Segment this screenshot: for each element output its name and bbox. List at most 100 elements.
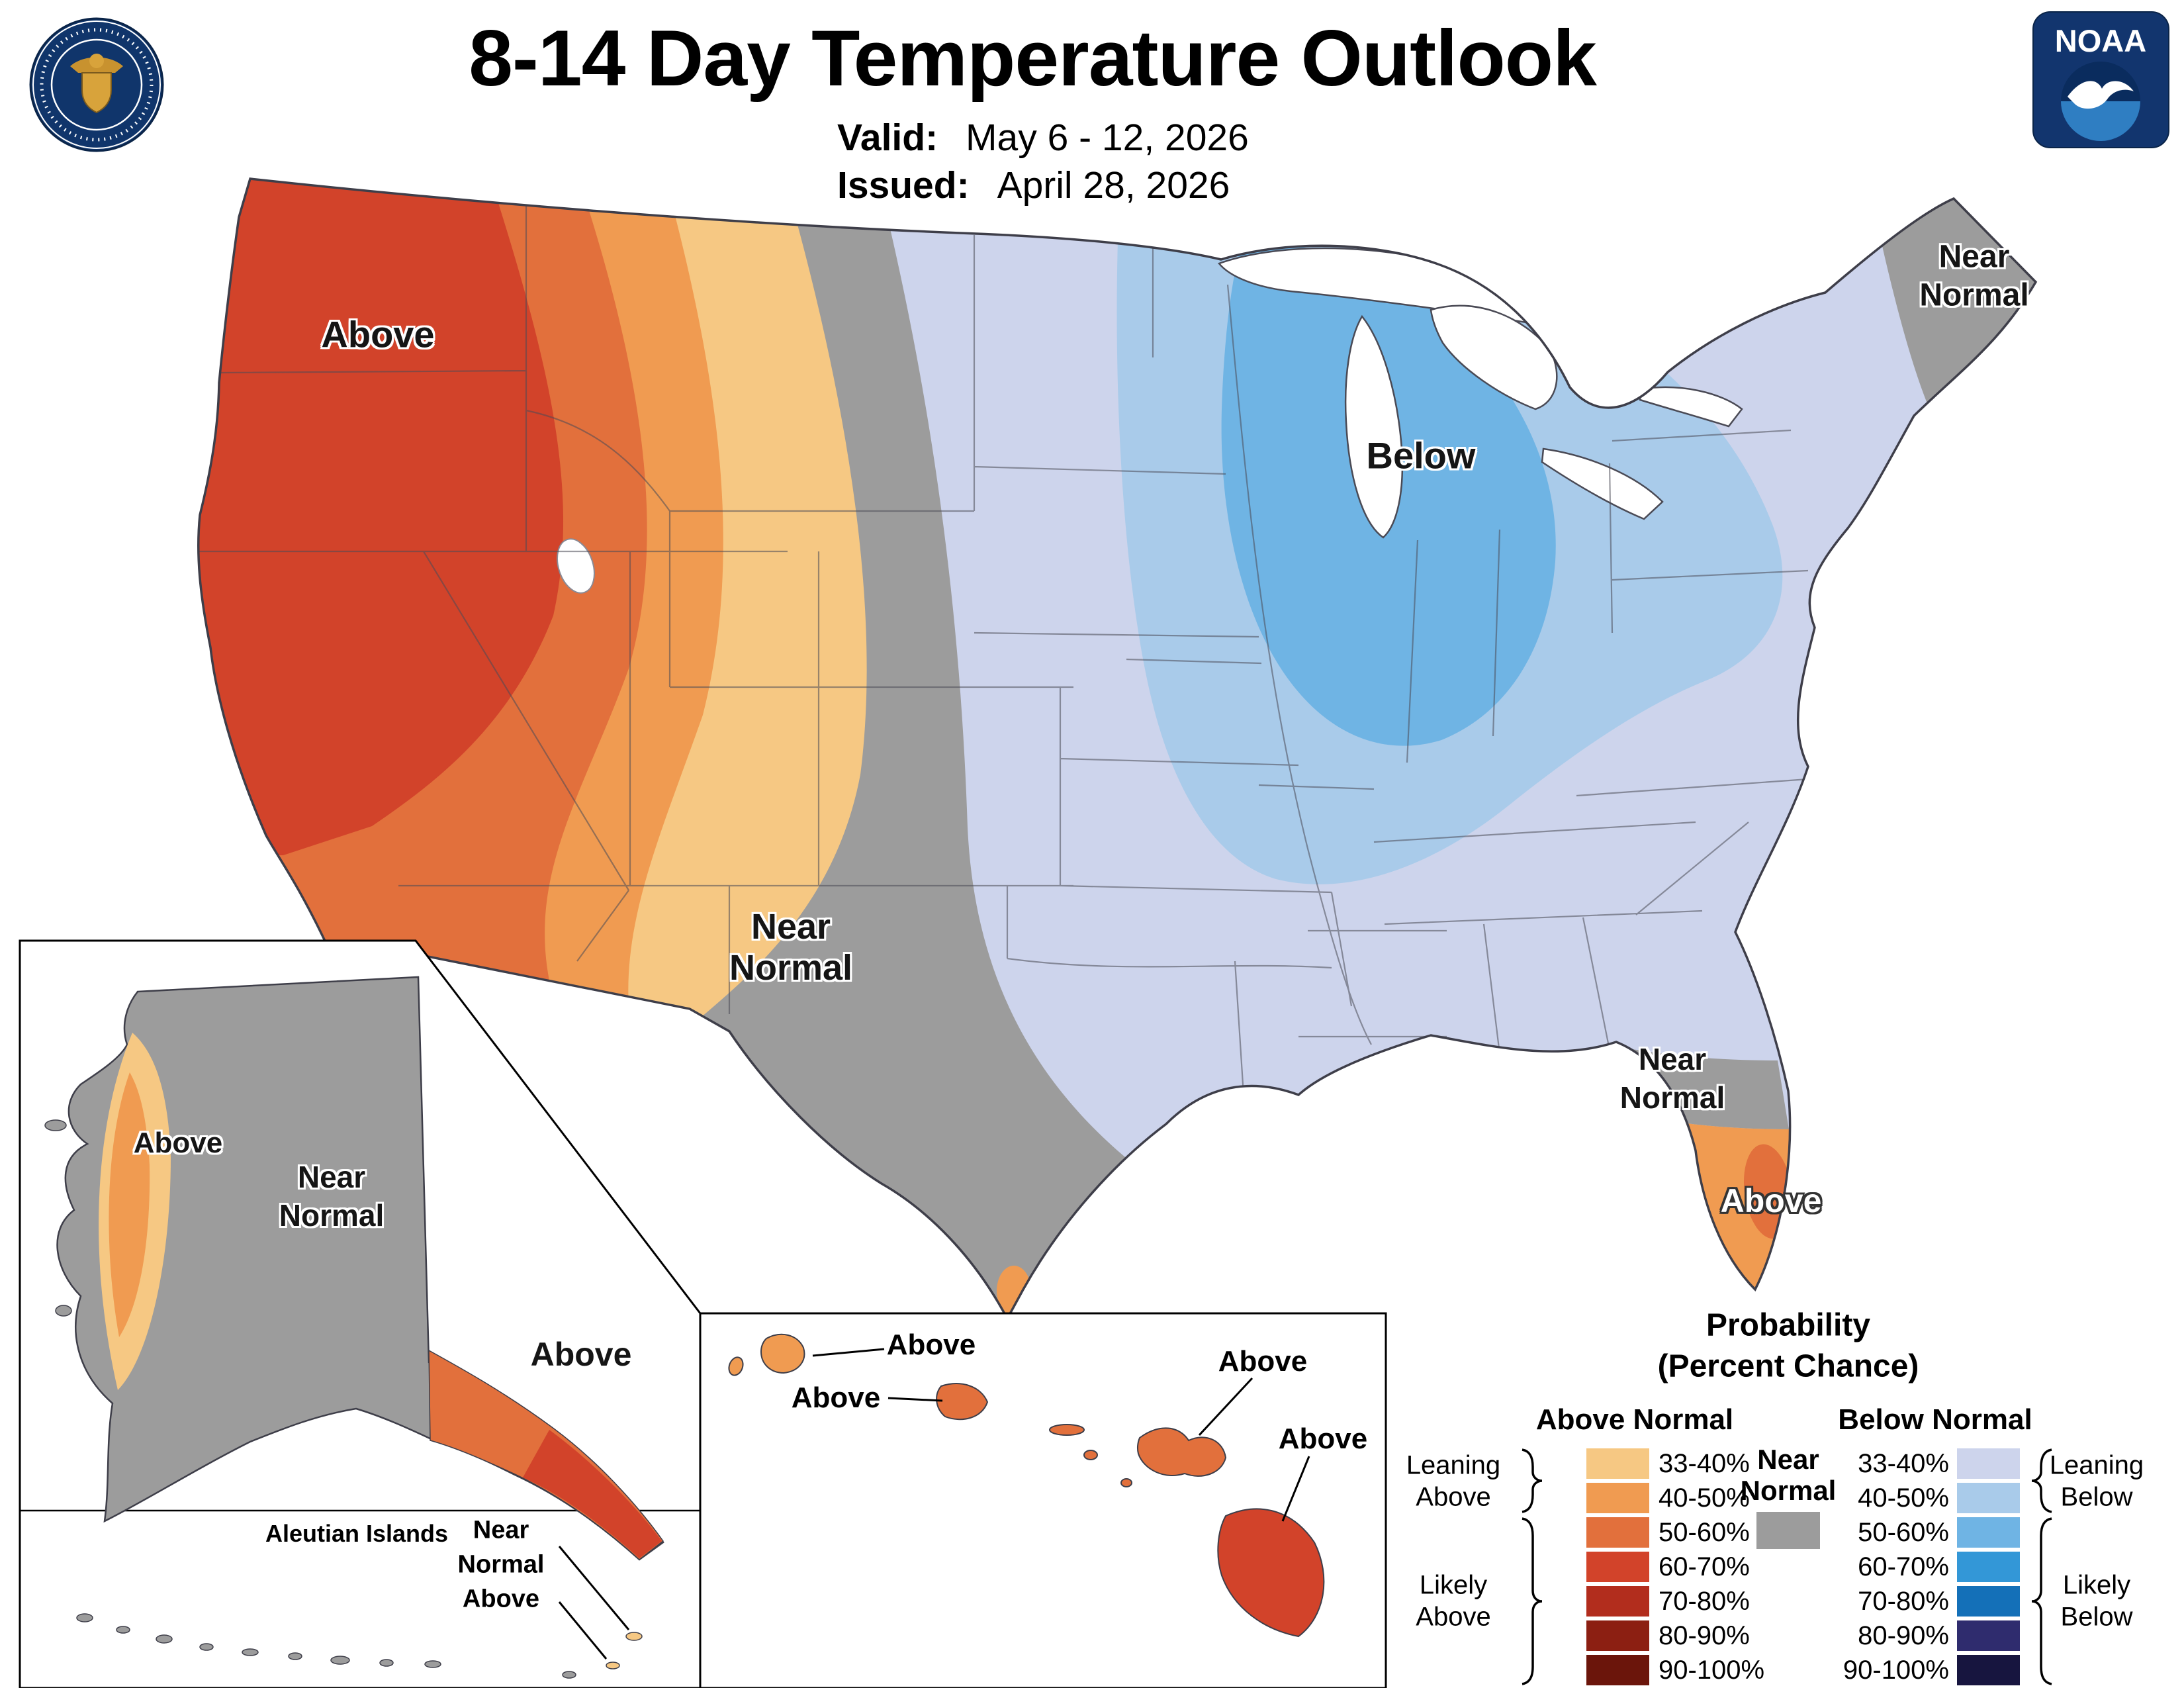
doc-seal-ring-inner	[50, 38, 143, 131]
legend-above-range-0: 33-40%	[1659, 1449, 1750, 1478]
alaska-west-above-core	[109, 1072, 150, 1337]
legend-above-swatch-3	[1586, 1552, 1649, 1582]
alaska-label-near-1: Near	[297, 1160, 366, 1194]
lake-ontario	[1639, 386, 1743, 428]
legend-below-range-4: 70-80%	[1858, 1587, 1949, 1616]
legend-above-swatch-1	[1586, 1483, 1649, 1513]
conus-label-florida-near-2: Normal	[1619, 1080, 1725, 1115]
conus-label-west-above: Above	[321, 313, 435, 355]
legend-above-range-5: 80-90%	[1659, 1621, 1750, 1650]
legend-above-range-1: 40-50%	[1659, 1483, 1750, 1513]
legend-below-range-1: 40-50%	[1858, 1483, 1949, 1513]
legend-below-swatch-1	[1957, 1483, 2020, 1513]
doc-seal-shield	[81, 72, 112, 114]
hawaii-islands	[728, 1333, 1325, 1638]
legend-below-range-2: 50-60%	[1858, 1518, 1949, 1547]
doc-seal-crest	[89, 54, 104, 68]
issued-value: April 28, 2026	[997, 164, 1230, 207]
big-island	[1217, 1508, 1325, 1638]
valid-line: Valid: May 6 - 12, 2026	[837, 114, 1249, 162]
lake-huron	[1430, 305, 1558, 410]
hawaii-label-maui: Above	[1218, 1345, 1308, 1378]
noaa-logo: NOAA	[2032, 11, 2169, 148]
lake-erie	[1541, 447, 1664, 520]
kahoolawe-island	[1120, 1478, 1132, 1487]
legend-leaning-below-1: Leaning	[2049, 1450, 2144, 1480]
leaning-above-brace	[1522, 1448, 1543, 1513]
legend-below-swatch-3	[1957, 1552, 2020, 1582]
nunivak-island	[55, 1305, 72, 1317]
hawaii-label-big-island: Above	[1278, 1423, 1368, 1455]
conus-outline	[197, 177, 2038, 1321]
legend-below-range-3: 60-70%	[1858, 1552, 1949, 1581]
legend-below-swatch-0	[1957, 1448, 2020, 1479]
hawaii-pointer-lines	[812, 1348, 1310, 1522]
conus-label-maine-near-2: Normal	[1919, 277, 2029, 313]
legend-above-swatch-5	[1586, 1620, 1649, 1651]
st-lawrence-island	[44, 1119, 67, 1131]
legend-near-normal-swatch	[1756, 1512, 1820, 1549]
issued-label: Issued:	[837, 164, 970, 207]
aleutian-above-island-1	[625, 1632, 643, 1641]
legend-braces	[1522, 1448, 2052, 1685]
legend-likely-below-1: Likely	[2062, 1570, 2131, 1600]
page-title: 8-14 Day Temperature Outlook	[469, 14, 1597, 103]
doc-seal-logo	[29, 17, 164, 152]
molokai-island	[1049, 1424, 1085, 1436]
aleutian-islands-label: Aleutian Islands	[265, 1520, 449, 1547]
noaa-emblem-gull	[2068, 81, 2134, 109]
oahu-island	[936, 1383, 989, 1421]
legend-likely-above-2: Above	[1416, 1602, 1491, 1632]
alaska-label-near-2: Normal	[279, 1198, 385, 1233]
aleutian-island-chain	[76, 1613, 576, 1679]
aleutian-pointer-lines	[558, 1546, 630, 1660]
legend-below-range-0: 33-40%	[1858, 1449, 1949, 1478]
legend-above-range-6: 90-100%	[1659, 1656, 1765, 1685]
legend-above-range-4: 70-80%	[1659, 1587, 1750, 1616]
alaska-group	[44, 976, 664, 1679]
aleutian-above-island-2	[606, 1662, 620, 1669]
legend-above-header: Above Normal	[1535, 1403, 1734, 1436]
legend-title-line2: (Percent Chance)	[1657, 1348, 1919, 1384]
legend-likely-above-1: Likely	[1419, 1570, 1488, 1600]
conus-label-below: Below	[1366, 434, 1476, 477]
legend-above-swatch-4	[1586, 1586, 1649, 1617]
conus-label-florida-above: Above	[1720, 1182, 1822, 1219]
niihau-island	[728, 1356, 744, 1376]
legend-above-swatch-6	[1586, 1655, 1649, 1685]
legend-near-normal-1: Near	[1757, 1444, 1819, 1475]
legend-below-swatch-5	[1957, 1620, 2020, 1651]
hawaii-label-kauai: Above	[886, 1329, 976, 1361]
doc-seal-ring-outer	[32, 21, 161, 149]
legend-title-line1: Probability	[1706, 1307, 1871, 1343]
noaa-logo-text: NOAA	[2055, 23, 2146, 58]
great-salt-lake	[557, 538, 595, 594]
aleutian-label-near-1: Near	[473, 1516, 529, 1544]
legend-likely-below-2: Below	[2060, 1602, 2133, 1632]
legend-below-header: Below Normal	[1838, 1403, 2032, 1436]
aleutian-label-near-2: Normal	[457, 1550, 545, 1579]
legend-below-swatch-2	[1957, 1517, 2020, 1548]
lake-michigan	[1344, 314, 1404, 539]
likely-above-brace	[1522, 1517, 1543, 1685]
conus-label-maine-near-1: Near	[1938, 239, 2010, 275]
doc-seal-text-ring	[40, 28, 154, 142]
lanai-island	[1083, 1450, 1098, 1460]
legend-below-range-5: 80-90%	[1858, 1621, 1949, 1650]
legend-leaning-above-2: Above	[1416, 1482, 1491, 1512]
conus-label-florida-near-1: Near	[1638, 1042, 1707, 1076]
legend-above-range-2: 50-60%	[1659, 1518, 1750, 1547]
alaska-label-southeast-above: Above	[530, 1336, 632, 1373]
legend-leaning-above-1: Leaning	[1406, 1450, 1501, 1480]
valid-value: May 6 - 12, 2026	[966, 117, 1249, 159]
alaska-label-west-above: Above	[133, 1127, 223, 1159]
maui-island	[1136, 1427, 1227, 1477]
legend-leaning-below-2: Below	[2060, 1482, 2133, 1512]
band-above-60-70	[198, 179, 563, 855]
legend-below-swatch-6	[1957, 1655, 2020, 1685]
conus-label-central-near-2: Normal	[729, 948, 853, 988]
noaa-emblem-lower	[2061, 101, 2140, 141]
issued-line: Issued: April 28, 2026	[837, 162, 1249, 209]
likely-below-brace	[2031, 1517, 2052, 1685]
